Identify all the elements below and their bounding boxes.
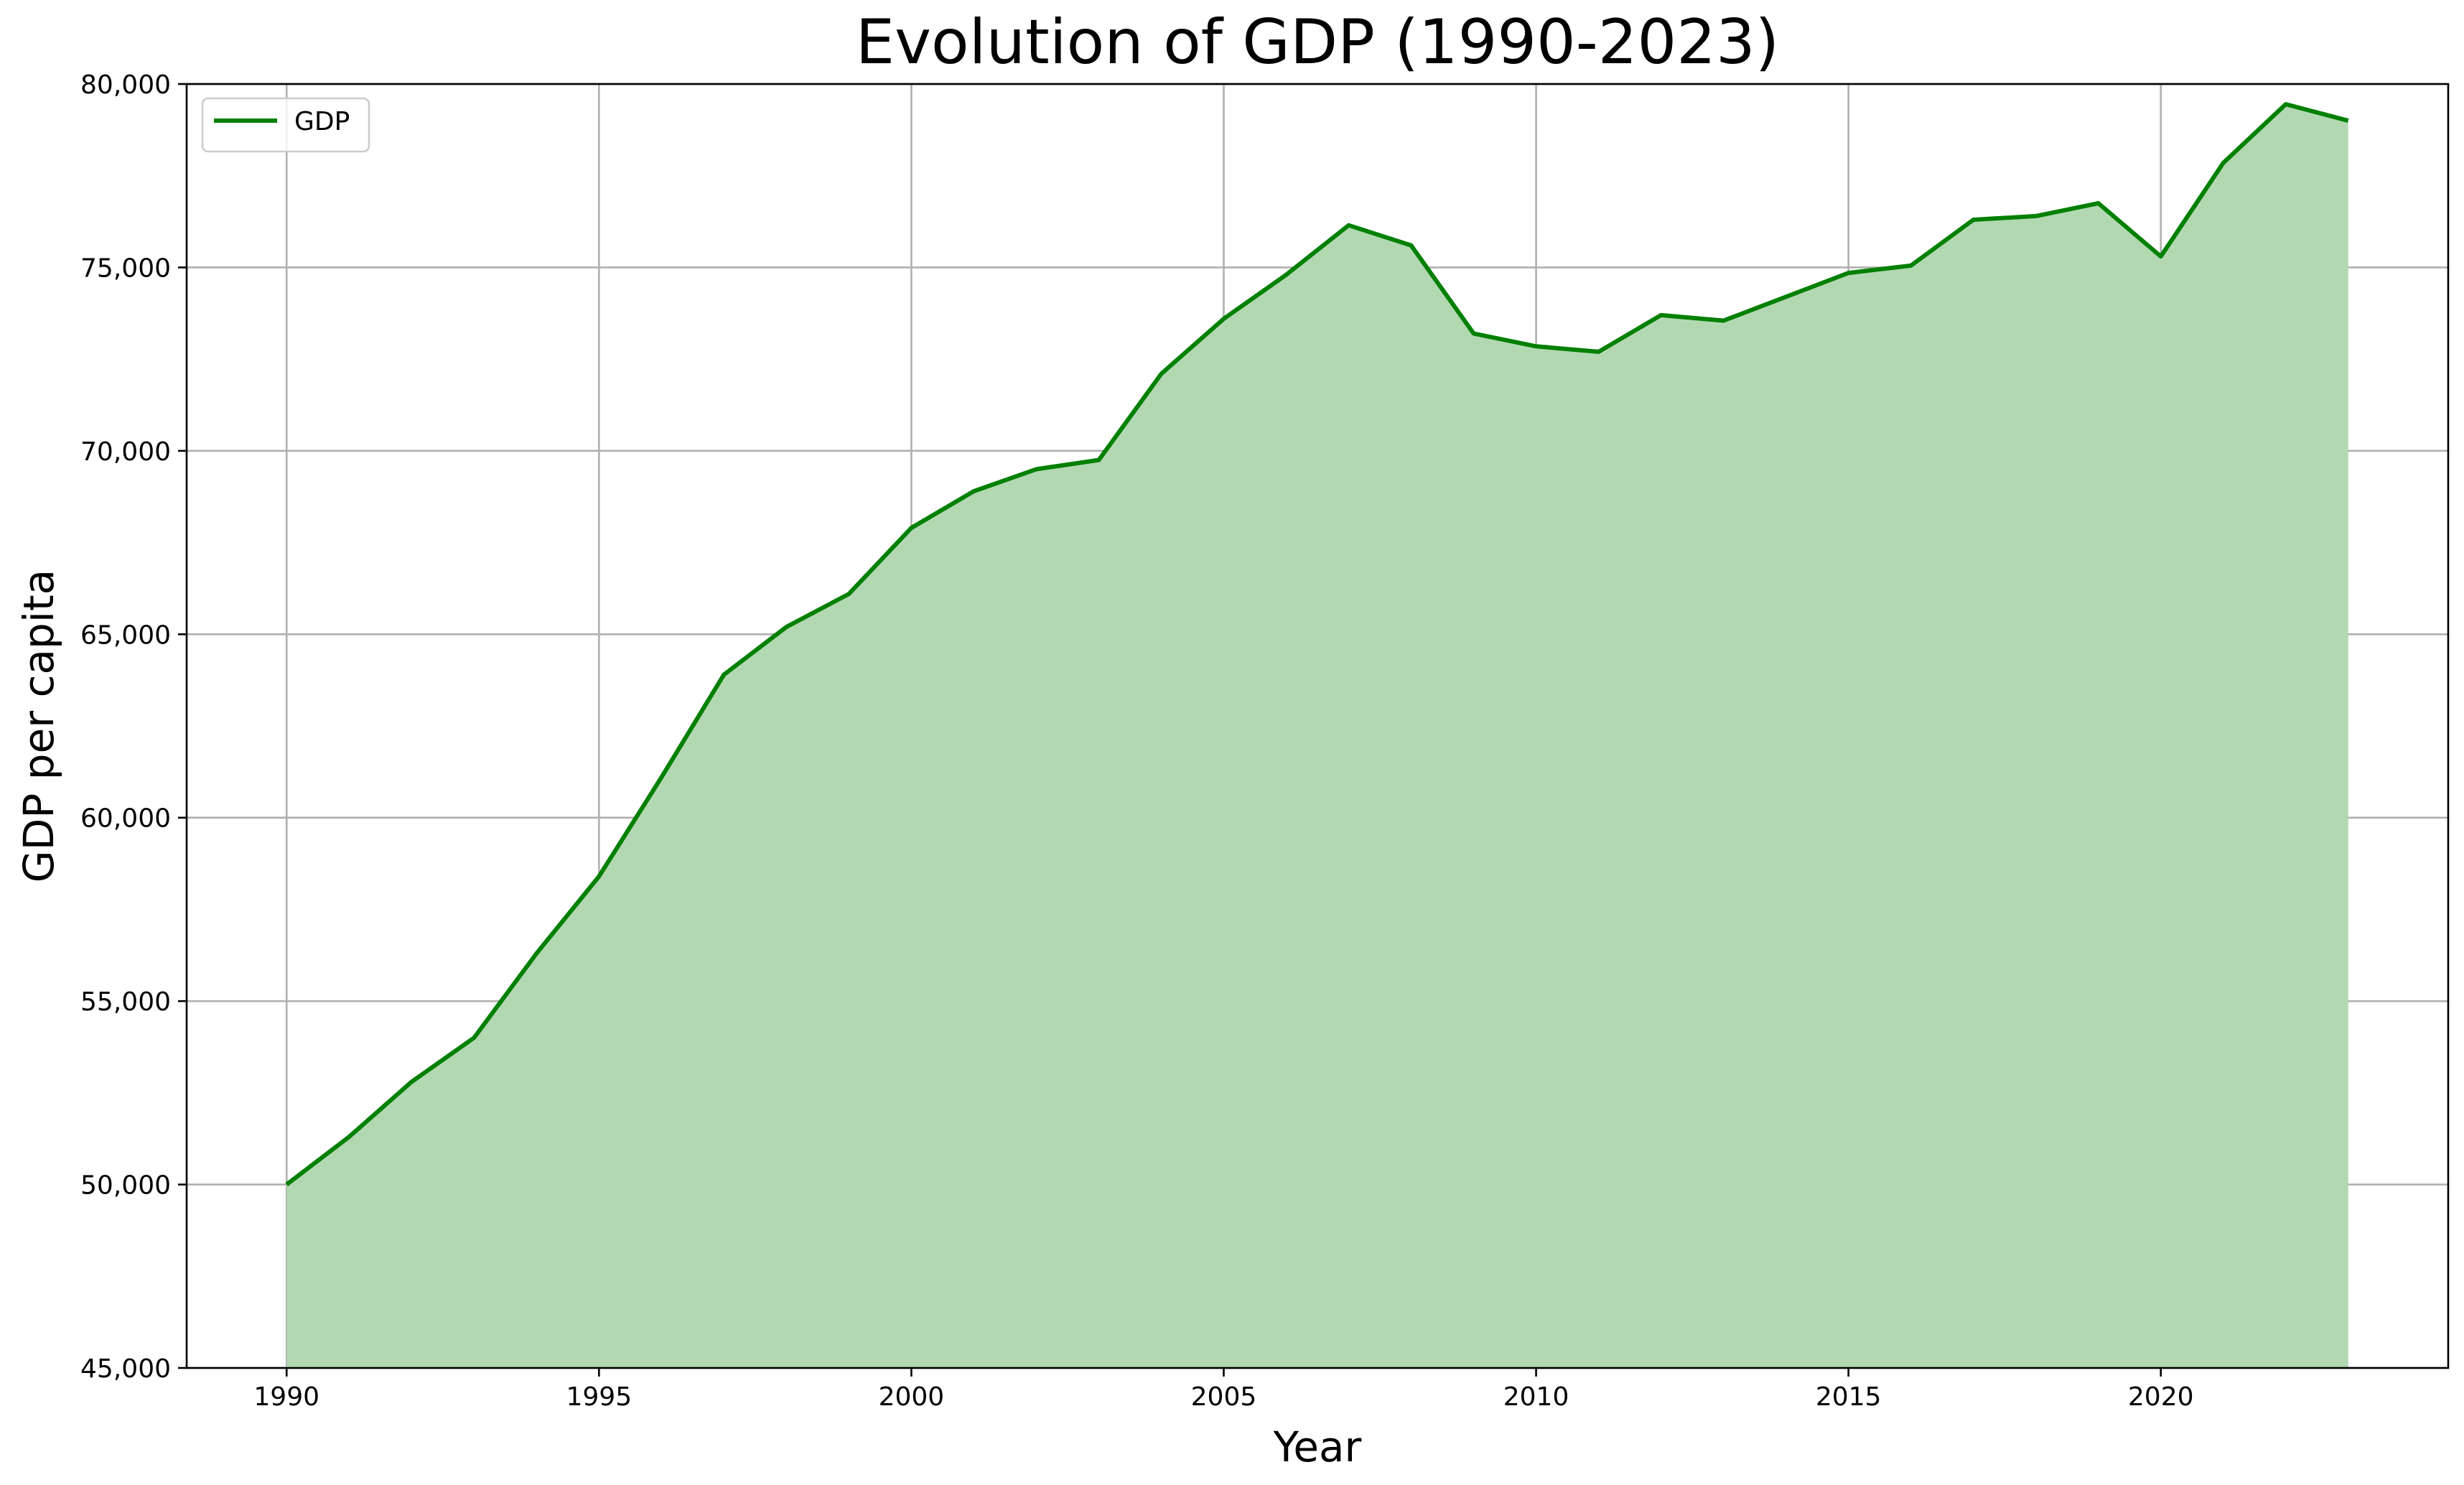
x-tick-label: 2015 [1816,1382,1882,1412]
y-tick-label: 75,000 [80,253,171,283]
legend-label-gdp: GDP [294,107,350,136]
x-tick-label: 2020 [2128,1382,2194,1412]
y-tick-label: 60,000 [80,804,171,834]
gdp-area-fill [286,104,2348,1368]
line-layer [285,102,2349,1186]
x-tick-label: 1995 [566,1382,632,1412]
x-tick-label: 1990 [253,1382,319,1412]
x-tick-label: 2005 [1191,1382,1257,1412]
y-tick-label: 65,000 [80,620,171,650]
legend: GDP [201,97,370,153]
y-tick-label: 70,000 [80,437,171,467]
y-axis-label: GDP per capita [14,569,63,883]
x-axis-label: Year [1273,1423,1362,1471]
y-tick-label: 80,000 [80,70,171,100]
plot-frame [185,83,2450,1369]
y-tick-label: 50,000 [80,1171,171,1201]
legend-box [201,97,370,153]
area-layer [286,104,2348,1368]
y-tick-label: 55,000 [80,987,171,1017]
y-tick-label: 45,000 [80,1354,171,1384]
x-tick-label: 2010 [1503,1382,1569,1412]
tick-layer: 1990 1995 2000 2005 2010 2015 2020 45,000 50,000… [80,70,2194,1412]
chart-title: Evolution of GDP (1990-2023) [856,6,1779,78]
gdp-series-line [285,102,2349,1186]
x-tick-label: 2000 [879,1382,945,1412]
